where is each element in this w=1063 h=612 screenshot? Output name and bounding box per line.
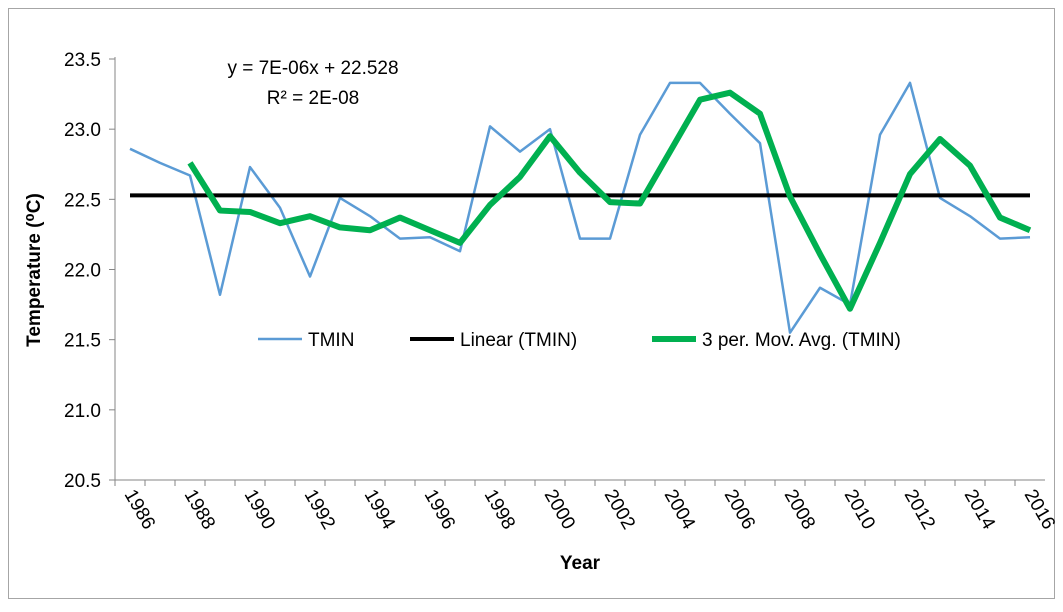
y-axis-title: Temperature (⁰C)	[24, 193, 45, 347]
equation: y = 7E-06x + 22.528	[227, 58, 398, 79]
y-tick-label: 22.0	[64, 261, 101, 282]
series-line	[129, 81, 1031, 334]
y-tick-label: 22.5	[64, 190, 101, 211]
r-squared: R² = 2E-08	[267, 88, 359, 109]
legend-label: TMIN	[308, 330, 354, 351]
series-line	[187, 89, 1032, 312]
y-tick-label: 23.5	[64, 50, 101, 71]
y-tick-label: 20.5	[64, 471, 101, 492]
y-tick-label: 23.0	[64, 120, 101, 141]
y-tick-label: 21.5	[64, 331, 101, 352]
chart-border	[8, 8, 1055, 599]
legend-label: 3 per. Mov. Avg. (TMIN)	[702, 330, 901, 351]
legend-label: Linear (TMIN)	[460, 330, 577, 351]
x-axis-title: Year	[560, 553, 601, 574]
y-tick-label: 21.0	[64, 401, 101, 422]
